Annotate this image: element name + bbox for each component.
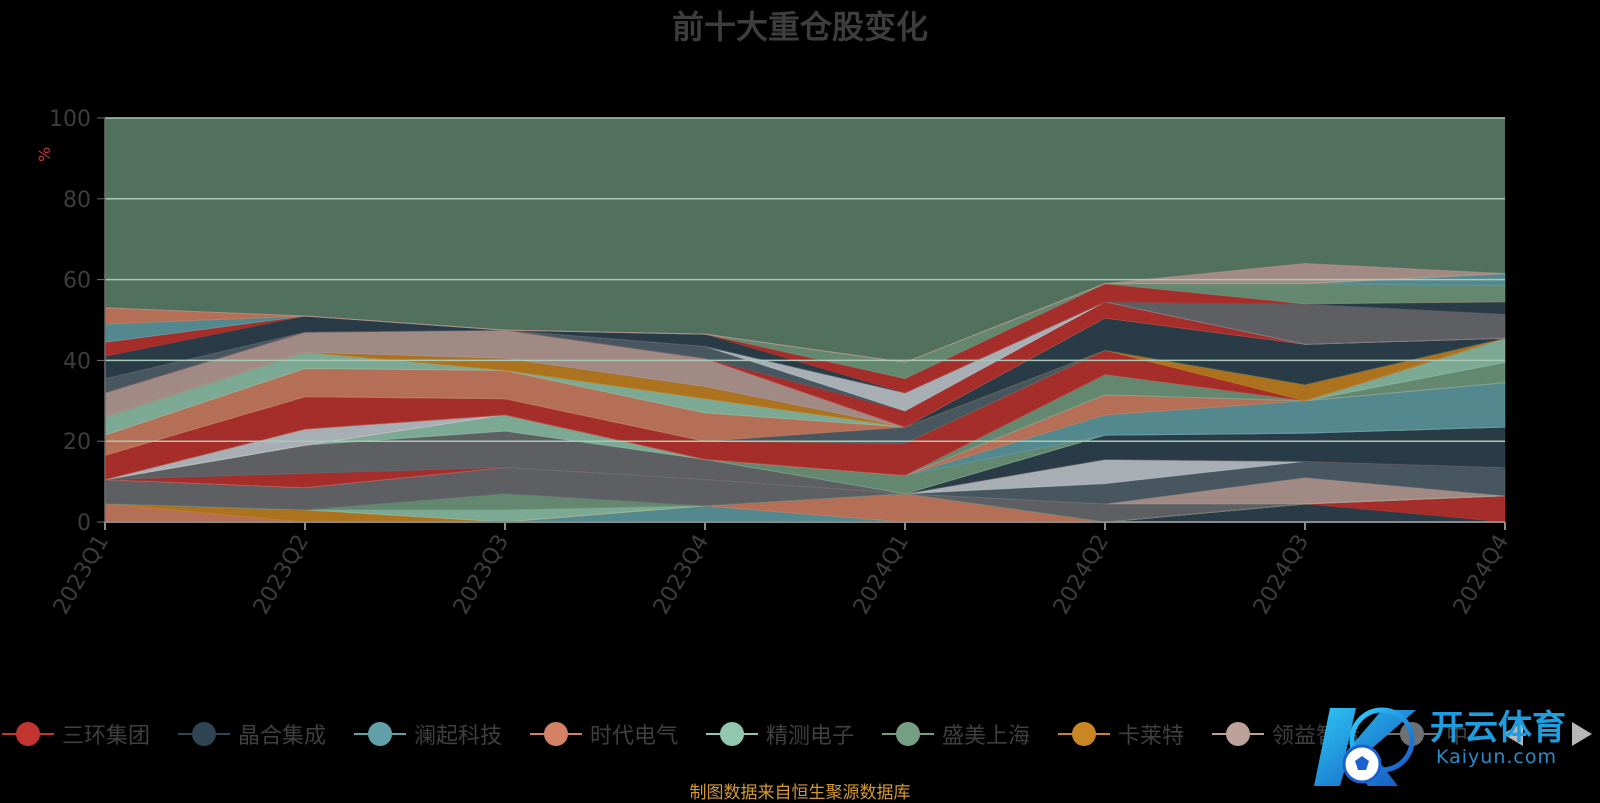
legend-label: 中 (1446, 724, 1469, 749)
legend-marker-icon (354, 720, 406, 748)
legend-item[interactable]: 时代电气 (530, 714, 678, 754)
chart-title: 前十大重仓股变化 (671, 8, 928, 46)
legend-label: 卡莱特 (1118, 724, 1185, 749)
legend-label: 精测电子 (766, 724, 855, 749)
legend-item[interactable]: 晶合集成 (178, 714, 326, 754)
y-tick-label: 40 (63, 349, 91, 374)
legend-item[interactable]: 盛美上海 (882, 714, 1030, 754)
legend-next-page-button[interactable] (1572, 722, 1592, 746)
legend-marker-icon (706, 720, 758, 748)
y-tick-label: 20 (63, 430, 91, 455)
x-tick-label: 2023Q4 (649, 531, 714, 619)
x-tick-label: 2024Q1 (849, 531, 914, 619)
chart-plot: 0 20 40 60 80 100 2023Q1 2023Q2 2023Q3 2023Q4 2024… (35, 107, 1514, 619)
legend-item[interactable]: 卡莱特 (1058, 714, 1184, 754)
legend-marker-icon (1058, 720, 1110, 748)
legend-marker-icon (530, 720, 582, 748)
legend-label: 时代电气 (590, 724, 679, 749)
legend-item[interactable]: 澜起科技 (354, 714, 502, 754)
legend-label: 晶合集成 (238, 724, 327, 749)
legend-marker-icon (882, 720, 934, 748)
legend-label: 澜起科技 (414, 724, 503, 749)
x-tick-label: 2024Q4 (1449, 531, 1514, 619)
stacked-area-bands (104, 118, 1506, 523)
legend-marker-icon (178, 720, 230, 748)
y-tick-label: 80 (63, 188, 91, 213)
legend-label: 三环集团 (62, 724, 151, 749)
x-tick-label: 2024Q2 (1049, 531, 1114, 619)
watermark-text: 开云体育 (1430, 708, 1566, 748)
source-note: 制图数据来自恒生聚源数据库 (689, 783, 911, 803)
watermark: 开云体育 Kaiyun.com (1312, 700, 1600, 792)
x-tick-label: 2024Q3 (1249, 531, 1314, 619)
legend-prev-page-button[interactable] (1503, 722, 1523, 746)
gridlines (105, 117, 1505, 523)
x-tick-label: 2023Q3 (449, 531, 514, 619)
y-tick-label: 100 (49, 107, 91, 132)
legend-item[interactable]: 三环集团 (2, 714, 150, 754)
area-band (104, 262, 1506, 363)
watermark-subtext: Kaiyun.com (1436, 746, 1557, 768)
legend: 三环集团 晶合集成 澜起科技 时代电气 精测电子 盛美上海 卡莱特 领益智造中 (0, 714, 1600, 758)
legend-label: 盛美上海 (942, 724, 1031, 749)
y-axis-unit-label: % (35, 147, 54, 162)
y-tick-label: 60 (63, 269, 91, 294)
y-tick-label: 0 (77, 511, 91, 536)
area-band-remaining (105, 118, 1505, 363)
legend-marker-icon (2, 720, 54, 748)
legend-marker-icon (1212, 720, 1264, 748)
x-tick-label: 2023Q2 (249, 531, 314, 619)
legend-item[interactable]: 精测电子 (706, 714, 854, 754)
kaiyun-logo-icon (1314, 707, 1416, 786)
x-tick-label: 2023Q1 (49, 531, 114, 619)
